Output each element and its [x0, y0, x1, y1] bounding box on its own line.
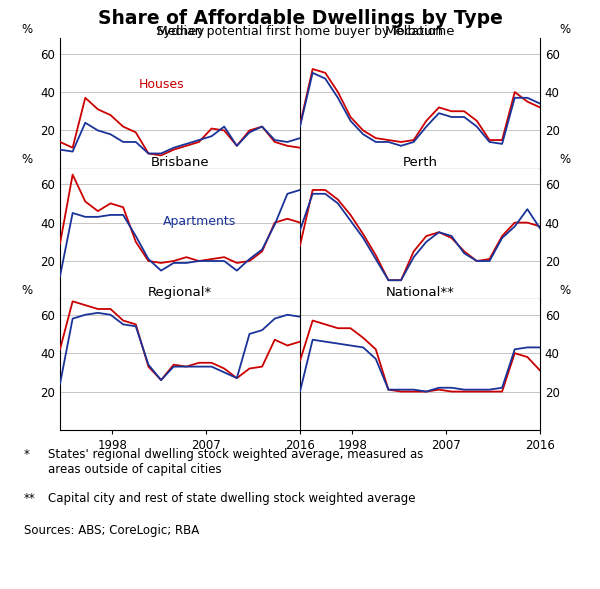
Text: Share of Affordable Dwellings by Type: Share of Affordable Dwellings by Type — [98, 9, 502, 28]
Title: Sydney: Sydney — [155, 25, 205, 38]
Text: %: % — [559, 284, 571, 297]
Title: Brisbane: Brisbane — [151, 156, 209, 169]
Text: %: % — [559, 153, 571, 166]
Title: Melbourne: Melbourne — [385, 25, 455, 38]
Title: Perth: Perth — [403, 156, 437, 169]
Text: Capital city and rest of state dwelling stock weighted average: Capital city and rest of state dwelling … — [48, 492, 415, 505]
Title: National**: National** — [386, 286, 454, 299]
Text: %: % — [21, 22, 32, 35]
Text: **: ** — [24, 492, 36, 505]
Text: %: % — [21, 153, 32, 166]
Text: Apartments: Apartments — [163, 215, 236, 228]
Text: %: % — [21, 284, 32, 297]
Text: %: % — [559, 22, 571, 35]
Text: Median potential first home buyer by location: Median potential first home buyer by loc… — [157, 25, 443, 38]
Title: Regional*: Regional* — [148, 286, 212, 299]
Text: Sources: ABS; CoreLogic; RBA: Sources: ABS; CoreLogic; RBA — [24, 524, 199, 537]
Text: States' regional dwelling stock weighted average, measured as
areas outside of c: States' regional dwelling stock weighted… — [48, 448, 424, 476]
Text: *: * — [24, 448, 30, 461]
Text: Houses: Houses — [139, 78, 185, 91]
